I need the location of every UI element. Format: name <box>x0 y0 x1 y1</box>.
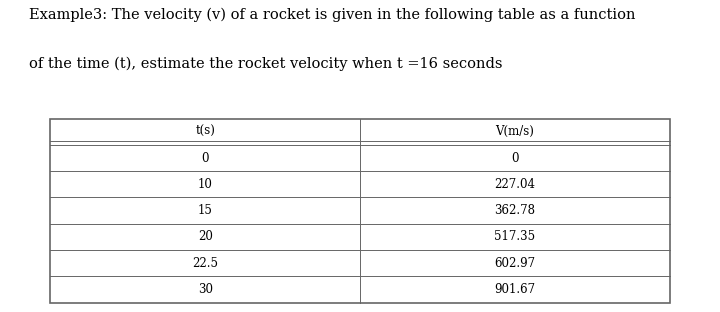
Text: t(s): t(s) <box>195 125 215 138</box>
Text: 0: 0 <box>202 152 209 164</box>
Text: 517.35: 517.35 <box>494 230 536 243</box>
Text: of the time (t), estimate the rocket velocity when t =16 seconds: of the time (t), estimate the rocket vel… <box>29 56 503 71</box>
Text: Example3: The velocity (v) of a rocket is given in the following table as a func: Example3: The velocity (v) of a rocket i… <box>29 8 635 22</box>
Text: 362.78: 362.78 <box>495 204 535 217</box>
Text: 20: 20 <box>198 230 212 243</box>
Text: 10: 10 <box>198 178 212 191</box>
Text: 901.67: 901.67 <box>494 283 536 296</box>
Text: 22.5: 22.5 <box>192 257 218 270</box>
Text: 30: 30 <box>198 283 212 296</box>
Text: 602.97: 602.97 <box>494 257 536 270</box>
Text: 0: 0 <box>511 152 518 164</box>
Text: V(m/s): V(m/s) <box>495 125 534 138</box>
Text: 15: 15 <box>198 204 212 217</box>
Text: 227.04: 227.04 <box>495 178 535 191</box>
